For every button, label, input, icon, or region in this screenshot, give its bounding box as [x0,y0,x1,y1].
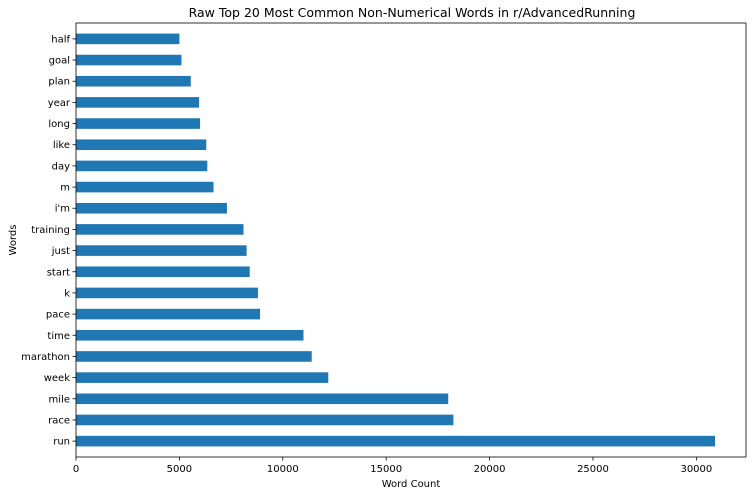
bar-9 [76,245,247,256]
y-tick-label: time [47,331,70,342]
x-tick-label: 5000 [167,464,192,475]
x-tick-label: 0 [73,464,79,475]
y-tick-label: long [48,119,70,130]
y-axis-label: Words [8,225,19,256]
x-axis-label: Word Count [382,479,441,490]
bar-17 [76,75,191,87]
bar-7 [76,287,258,299]
y-tick-label: like [53,140,70,151]
y-tick-label: race [48,415,70,426]
x-axis: 0 5000 10000 15000 20000 25000 30000 [73,457,712,475]
y-tick-label: plan [48,77,70,88]
y-tick-label: year [48,98,71,109]
y-tick-label: start [47,267,70,278]
bar-4 [76,351,312,362]
bar-16 [76,97,200,108]
y-tick-label: i'm [55,204,70,215]
y-tick-label: training [31,225,70,236]
y-tick-label: mile [49,394,70,405]
x-tick-label: 25000 [577,464,609,475]
bar-2 [76,393,449,405]
y-tick-label: just [51,246,70,257]
y-tick-label: run [53,437,70,448]
y-axis: run race mile week marathon time pace k start jus… [21,34,76,448]
bars-layer [76,33,715,447]
bar-19 [76,33,180,45]
y-tick-label: goal [49,56,70,67]
x-tick-label: 15000 [370,464,402,475]
bar-3 [76,372,329,383]
bar-15 [76,118,201,129]
x-tick-label: 10000 [267,464,299,475]
y-tick-label: pace [46,310,70,321]
y-tick-label: k [64,288,70,299]
bar-12 [76,181,214,193]
bar-18 [76,54,182,66]
y-tick-label: m [60,183,70,194]
bar-0 [76,435,715,447]
bar-1 [76,414,454,426]
chart-title: Raw Top 20 Most Common Non-Numerical Wor… [189,5,636,20]
bar-10 [76,224,244,235]
y-tick-label: day [52,161,70,172]
plot-frame [75,22,747,458]
bar-11 [76,202,227,214]
y-tick-label: week [44,373,70,384]
x-tick-label: 20000 [474,464,506,475]
bar-5 [76,329,304,341]
bar-8 [76,266,250,278]
y-tick-label: half [51,34,70,45]
y-tick-label: marathon [21,352,70,363]
bar-13 [76,160,208,172]
x-tick-label: 30000 [680,464,712,475]
bar-6 [76,308,261,320]
bar-14 [76,139,207,151]
